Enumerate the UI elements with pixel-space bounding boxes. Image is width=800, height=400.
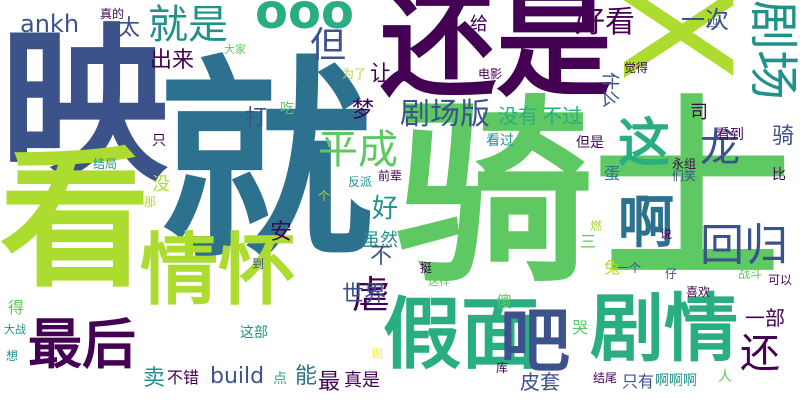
word: 梦 [352, 98, 375, 123]
word: 皮套 [520, 370, 560, 394]
word: 让 [370, 62, 393, 87]
word: 剧情 [590, 286, 738, 372]
word: 吧 [500, 300, 570, 382]
word: 说 [660, 227, 673, 241]
word: 这 [618, 114, 671, 174]
word: 但 [310, 25, 347, 66]
word: 给 [470, 14, 488, 35]
word: 卖 [143, 366, 166, 391]
word: 们笑 [672, 169, 697, 183]
word: 剧场 [744, 0, 800, 100]
word: 结局 [93, 157, 118, 171]
word: 小 [686, 145, 697, 158]
word: 只有 [622, 372, 655, 391]
word: 结尾 [593, 371, 618, 385]
word: 仔 [665, 267, 678, 281]
word: 挺 [420, 261, 433, 275]
word: 不过 [542, 104, 582, 128]
word: 没 [152, 174, 170, 195]
word: 到 [252, 257, 265, 271]
word: 为了 [342, 67, 367, 81]
word: 看 [0, 134, 151, 308]
word: 就是 [148, 2, 228, 48]
word: 假面 [383, 290, 540, 380]
word: 好看 [575, 5, 635, 40]
word: 啊啊啊 [655, 373, 697, 389]
word: 真是 [344, 370, 380, 391]
word: 大战 [4, 323, 26, 336]
word: 真的 [100, 7, 125, 21]
word: 那 [144, 195, 157, 209]
word: 骑士 [395, 78, 791, 309]
word: 战斗 [738, 267, 763, 281]
word: 吃 [280, 101, 294, 117]
word: ooo [255, 0, 354, 40]
word: 反派 [348, 175, 373, 189]
word: 映 [0, 8, 168, 204]
word: 回归 [700, 220, 788, 271]
word: 这样 [428, 275, 450, 288]
word: 最 [318, 370, 341, 395]
word: 最后 [28, 313, 136, 376]
word: 只 [152, 133, 166, 149]
word: 可以 [768, 273, 793, 287]
word: 比 [772, 167, 786, 183]
word: 得 [8, 298, 25, 317]
word: 觉得 [624, 61, 649, 75]
word: 司 [690, 102, 708, 123]
word: 什么 [599, 72, 620, 108]
word: 看到 [716, 127, 744, 143]
word: 一部 [745, 306, 785, 330]
word: 虽然 [362, 230, 398, 251]
word: 永组 [672, 157, 697, 171]
word: 这部 [240, 325, 268, 341]
word: 还是 [380, 0, 612, 113]
word: 兔 [604, 258, 621, 277]
word: 大家 [224, 43, 246, 56]
word: 四 [707, 17, 718, 30]
word: 个 [318, 189, 331, 203]
word: 看过 [486, 133, 514, 149]
word: 打 [245, 106, 268, 131]
word: 人 [718, 369, 732, 385]
word: 前辈 [378, 169, 403, 183]
word: 骑 [772, 124, 795, 149]
word: 虐 [352, 273, 391, 317]
word: 三 [580, 232, 597, 251]
word: build [210, 364, 265, 389]
word: 蛋 [604, 164, 621, 183]
word: 就 [158, 37, 373, 288]
word: 安 [270, 220, 293, 245]
word: 出来 [150, 48, 195, 73]
word: 傻 [496, 292, 513, 311]
word: 太 [118, 16, 141, 41]
word: 库 [496, 361, 509, 375]
word: 不错 [167, 368, 200, 387]
word: 剧 [372, 347, 383, 360]
word: 燃 [590, 219, 603, 233]
word: 哭 [572, 318, 589, 337]
word: 想 [6, 349, 19, 363]
word: 剧场版 [400, 97, 490, 132]
word: ankh [20, 10, 80, 38]
word: 一次 [681, 6, 729, 34]
word: 不 [370, 244, 393, 269]
word: 啊 [618, 191, 674, 256]
word: 情怀 [140, 226, 297, 316]
word: 但是 [576, 135, 604, 151]
word: 没有 [498, 104, 538, 128]
word: 点 [273, 371, 287, 387]
word: 电影 [478, 67, 503, 81]
word: 平成 [318, 127, 398, 173]
word: 喜欢 [686, 285, 711, 299]
word: 世界 [342, 282, 387, 307]
word: 还 [740, 331, 780, 377]
word: 能 [295, 364, 318, 389]
word: 好 [372, 194, 399, 224]
word: 一个 [617, 261, 642, 275]
word: 龙 [700, 125, 740, 171]
